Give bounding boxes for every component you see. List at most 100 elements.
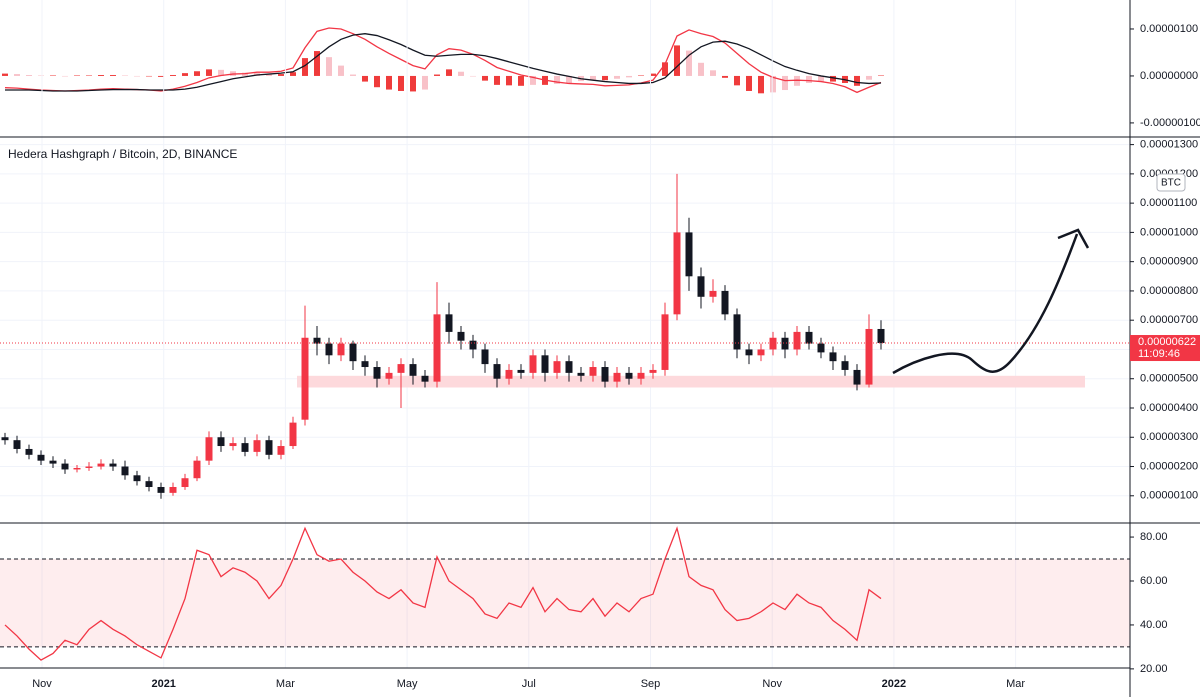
x-tick-label: Nov [32,678,52,690]
histogram-bar [866,75,872,80]
candle-body [697,276,705,297]
histogram-bar [110,75,116,76]
x-tick-label: Sep [641,678,661,690]
candle-body [433,314,441,382]
histogram-bar [422,75,428,90]
histogram-bar [470,75,476,77]
candle-body [1,437,9,441]
histogram-bar [98,75,104,76]
y-tick-label: 0.00000400 [1140,402,1198,414]
histogram-bar [62,75,68,77]
candle-body [25,448,33,455]
candle-body [841,361,849,370]
rsi-line [4,526,882,661]
candle-body [553,361,561,373]
candle-body [733,314,741,350]
histogram-bar [50,75,56,76]
candle-body [133,475,141,482]
x-tick-label: Mar [1006,678,1025,690]
candle-body [181,478,189,488]
x-tick-label: Nov [762,678,782,690]
candle-body [337,343,345,356]
projection-arrowhead [1057,228,1090,249]
histogram-bar [554,75,560,84]
candle-body [829,352,837,362]
x-tick-label: 2022 [882,678,906,690]
histogram-bar [326,57,332,76]
x-tick-label: Mar [276,678,295,690]
candle-body [49,460,57,464]
y-tick-label: 60.00 [1140,575,1168,587]
y-tick-label: 0.00001000 [1140,226,1198,238]
histogram-bar [518,75,524,86]
candle-body [625,372,633,379]
y-tick-label: 0.00000200 [1140,460,1198,472]
histogram-bar [830,75,836,82]
histogram-bar [170,75,176,76]
histogram-bar [566,75,572,83]
histogram-bar [614,75,620,79]
x-tick-label: 2021 [151,678,175,690]
candle-body [157,487,165,493]
candle-body [685,232,693,277]
candle-body [529,355,537,373]
candle-body [73,467,81,470]
histogram-bar [386,75,392,90]
histogram-bar [2,73,8,76]
histogram-bar [794,75,800,86]
histogram-bar [878,75,884,76]
candle-body [769,337,777,350]
histogram-bar [758,75,764,94]
histogram-bar [602,75,608,81]
candle-body [877,328,885,344]
histogram-bar [182,73,188,76]
support-zone [297,375,1085,388]
histogram-bar [698,62,704,76]
candle-body [277,446,285,455]
plot-layer [0,0,1134,670]
histogram-bar [722,75,728,78]
candle-body [817,343,825,353]
y-tick-label: 0.00000100 [1140,490,1198,502]
y-tick-label: 40.00 [1140,619,1168,631]
histogram-bar [146,75,152,77]
candle-body [673,232,681,315]
candle-body [409,364,417,376]
histogram-bar [290,72,296,76]
histogram-bar [26,75,32,76]
candle-body [109,463,117,467]
candle-body [121,466,129,476]
candle-body [745,349,753,356]
y-tick-label: 0.00000000 [1140,70,1198,82]
histogram-bar [302,58,308,76]
histogram-bar [818,75,824,82]
y-tick-label: 0.00000100 [1140,23,1198,35]
histogram-bar [374,75,380,88]
histogram-bar [410,75,416,92]
candle-body [457,331,465,341]
candle-body [541,355,549,373]
candle-body [229,443,237,447]
y-tick-label: 0.00000300 [1140,431,1198,443]
candle-body [661,314,669,370]
candle-body [145,481,153,488]
y-tick-label: 0.00001100 [1140,197,1197,209]
candle-body [241,443,249,452]
histogram-bar [38,75,44,76]
candle-body [85,466,93,468]
candle-body [217,437,225,447]
histogram-bar [266,74,272,76]
histogram-bar [398,75,404,91]
histogram-bar [242,72,248,76]
projection-curve [892,233,1079,375]
candle-body [445,314,453,332]
candle-body [805,331,813,344]
candle-body [349,343,357,362]
candle-body [385,372,393,379]
histogram-bar [350,74,356,76]
histogram-bar [506,75,512,86]
candle-body [793,331,801,350]
candle-body [193,460,201,479]
histogram-bar [734,75,740,86]
